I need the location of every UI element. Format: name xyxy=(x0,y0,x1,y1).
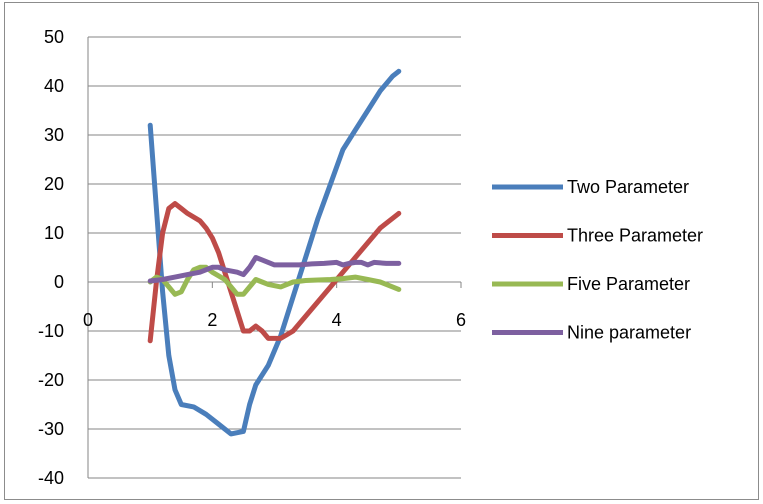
y-tick-label: -40 xyxy=(38,468,64,488)
y-tick-label: 50 xyxy=(44,27,64,47)
y-tick-label: 30 xyxy=(44,125,64,145)
y-tick-label: 20 xyxy=(44,174,64,194)
y-tick-label: -10 xyxy=(38,321,64,341)
series-line-nine-parameter xyxy=(147,255,402,284)
legend: Two Parameter Three Parameter Five Paramet… xyxy=(492,177,703,343)
x-tick-label: 4 xyxy=(332,310,342,330)
tick-labels: 50 40 30 20 10 0 -10 -20 -30 -40 0 2 4 6 xyxy=(38,27,466,488)
x-tick-label: 6 xyxy=(456,310,466,330)
series-lines xyxy=(147,68,402,437)
series-line-five-parameter xyxy=(147,264,402,297)
y-tick-label: -20 xyxy=(38,370,64,390)
legend-label: Three Parameter xyxy=(567,226,703,246)
legend-label: Two Parameter xyxy=(567,177,689,197)
y-tick-label: 40 xyxy=(44,76,64,96)
series-line-two-parameter xyxy=(147,68,402,437)
legend-label: Nine parameter xyxy=(567,323,691,343)
y-tick-label: 10 xyxy=(44,223,64,243)
x-tick-label: 2 xyxy=(207,310,217,330)
series-line-three-parameter xyxy=(147,201,402,344)
y-tick-label: -30 xyxy=(38,419,64,439)
y-tick-label: 0 xyxy=(54,272,64,292)
legend-label: Five Parameter xyxy=(567,274,690,294)
axes xyxy=(87,37,462,478)
grid-lines xyxy=(88,36,461,479)
chart-frame xyxy=(4,2,759,500)
x-tick-label: 0 xyxy=(83,310,93,330)
